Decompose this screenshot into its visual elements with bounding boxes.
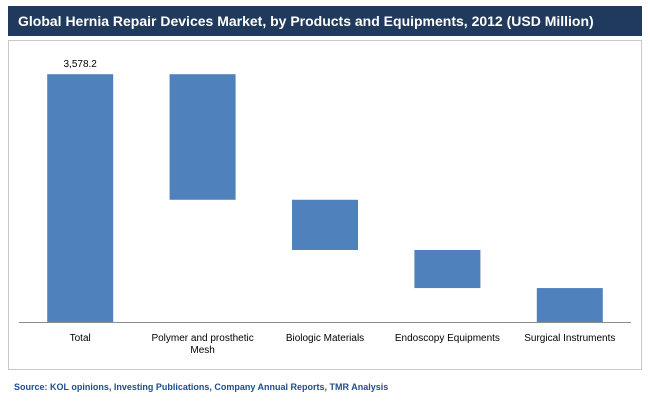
bar-2 [292, 199, 358, 250]
source-note: Source: KOL opinions, Investing Publicat… [14, 382, 389, 392]
bar-1 [169, 74, 236, 200]
category-label-0-0: Total [70, 333, 91, 344]
bar-3 [414, 249, 481, 289]
category-label-4-0: Surgical Instruments [524, 333, 615, 344]
category-label-2-0: Biologic Materials [286, 333, 364, 344]
chart-title: Global Hernia Repair Devices Market, by … [8, 6, 642, 36]
data-label-0: 3,578.2 [64, 59, 98, 70]
category-label-1-1: Mesh [190, 345, 214, 356]
category-label-1-0: Polymer and prosthetic [151, 333, 253, 344]
chart-frame: 3,578.2 Total Polymer and prosthetic Mesh Bi… [8, 40, 642, 370]
category-label-3-0: Endoscopy Equipments [395, 333, 500, 344]
bar-4 [536, 288, 603, 322]
bar-0 [47, 74, 114, 322]
